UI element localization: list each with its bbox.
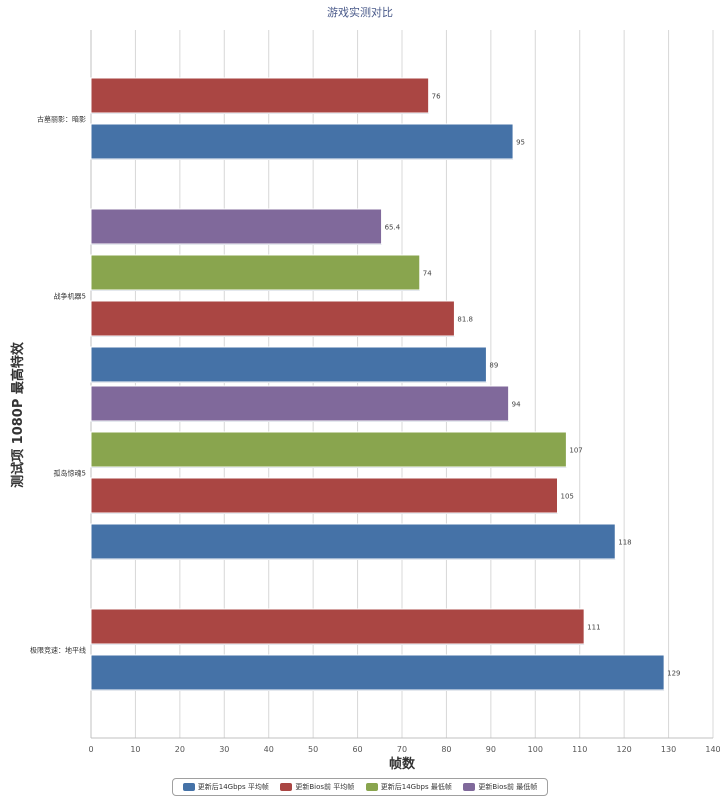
bar bbox=[90, 77, 430, 114]
data-label: 76 bbox=[432, 93, 441, 101]
bars-group: 76 95 65.4 74 81.8 89 94 107 105 118 111 129 bbox=[90, 77, 681, 691]
data-label: 65.4 bbox=[385, 224, 401, 232]
legend-item[interactable]: 更新Bios前 平均帧 bbox=[280, 782, 354, 792]
x-tick-label: 60 bbox=[352, 745, 362, 754]
legend-label: 更新Bios前 平均帧 bbox=[295, 783, 355, 791]
bar bbox=[90, 477, 558, 514]
category-label: 战争机器5 bbox=[54, 292, 86, 301]
x-tick-label: 50 bbox=[308, 745, 318, 754]
x-tick-label: 70 bbox=[397, 745, 407, 754]
legend-item[interactable]: 更新后14Gbps 平均帧 bbox=[182, 782, 269, 792]
x-tick-label: 90 bbox=[486, 745, 496, 754]
legend-label: 更新Bios前 最低帧 bbox=[478, 783, 538, 791]
legend-label: 更新后14Gbps 最低帧 bbox=[380, 783, 452, 791]
x-tick-label: 40 bbox=[264, 745, 274, 754]
data-label: 129 bbox=[667, 670, 680, 678]
legend-item[interactable]: 更新Bios前 最低帧 bbox=[463, 782, 537, 792]
x-tick-label: 120 bbox=[617, 745, 632, 754]
data-label: 74 bbox=[423, 270, 432, 278]
x-tick-label: 10 bbox=[130, 745, 140, 754]
x-tick-label: 0 bbox=[88, 745, 93, 754]
category-label: 孤岛惊魂5 bbox=[54, 469, 86, 478]
bar bbox=[90, 385, 510, 422]
legend-label: 更新后14Gbps 平均帧 bbox=[197, 783, 269, 791]
x-tick-labels: 0 10 20 30 40 50 60 70 80 90 100 110 120 130 140 bbox=[88, 745, 720, 754]
bar bbox=[90, 208, 383, 245]
chart-legend: 更新后14Gbps 平均帧 更新Bios前 平均帧 更新后14Gbps 最低帧 更新B… bbox=[172, 778, 548, 796]
legend-swatch bbox=[463, 783, 476, 791]
category-label: 古墓丽影：暗影 bbox=[37, 115, 86, 124]
bar bbox=[90, 300, 455, 337]
bar bbox=[90, 523, 616, 560]
data-label: 81.8 bbox=[457, 316, 473, 324]
x-tick-label: 80 bbox=[441, 745, 451, 754]
x-axis-title: 帧数 bbox=[389, 756, 416, 772]
bar bbox=[90, 431, 567, 468]
data-label: 95 bbox=[516, 139, 525, 147]
data-label: 107 bbox=[569, 447, 582, 455]
data-label: 105 bbox=[561, 493, 574, 501]
x-tick-label: 110 bbox=[572, 745, 587, 754]
legend-swatch bbox=[365, 783, 378, 791]
legend-item[interactable]: 更新后14Gbps 最低帧 bbox=[365, 782, 452, 792]
x-tick-label: 100 bbox=[528, 745, 543, 754]
legend-swatch bbox=[182, 783, 195, 791]
bar-chart: 游戏实测对比 76 95 65.4 74 81.8 89 94 107 105 118 111 129… bbox=[10, 5, 720, 772]
y-axis-title: 测试项 1080P 最高特效 bbox=[10, 341, 26, 488]
bar bbox=[90, 608, 585, 645]
legend-swatch bbox=[280, 783, 293, 791]
chart-title: 游戏实测对比 bbox=[327, 5, 393, 19]
bar bbox=[90, 654, 665, 691]
data-label: 89 bbox=[489, 362, 498, 370]
x-tick-label: 140 bbox=[705, 745, 720, 754]
data-label: 111 bbox=[587, 624, 600, 632]
x-tick-label: 20 bbox=[175, 745, 185, 754]
x-tick-label: 30 bbox=[219, 745, 229, 754]
bar bbox=[90, 346, 487, 383]
x-tick-label: 130 bbox=[661, 745, 676, 754]
data-label: 118 bbox=[618, 539, 631, 547]
bar bbox=[90, 123, 514, 160]
bar bbox=[90, 254, 421, 291]
category-label: 极限竞速：地平线 bbox=[30, 646, 86, 655]
data-label: 94 bbox=[512, 401, 521, 409]
